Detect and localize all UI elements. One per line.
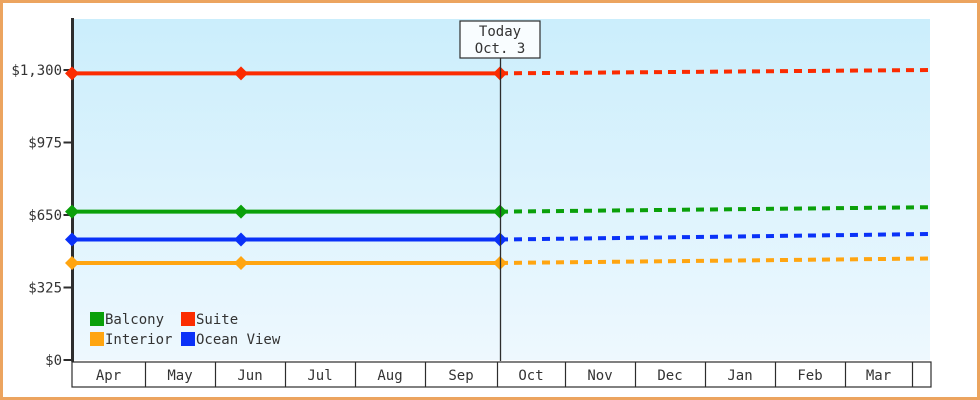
month-label-aug: Aug xyxy=(377,368,402,384)
forecast-line-ocean-view xyxy=(499,231,931,242)
price-marker-suite xyxy=(234,66,248,81)
month-label-mar: Mar xyxy=(866,368,891,384)
legend: Balcony Suite Interior Ocean View xyxy=(90,312,281,348)
month-label-jan: Jan xyxy=(727,368,752,384)
today-annotation-box: Today Oct. 3 xyxy=(459,20,541,59)
forecast-line-interior xyxy=(499,256,931,265)
month-label-feb: Feb xyxy=(797,368,822,384)
y-tick-label: $1,300 xyxy=(11,63,62,79)
legend-swatch-interior xyxy=(90,332,104,346)
month-label-oct: Oct xyxy=(518,368,543,384)
legend-swatch-suite xyxy=(181,312,195,326)
legend-item-ocean-view: Ocean View xyxy=(181,332,281,348)
today-box xyxy=(459,20,541,59)
price-marker-suite xyxy=(65,66,79,81)
month-label-dec: Dec xyxy=(657,368,682,384)
legend-item-suite: Suite xyxy=(181,312,238,328)
month-axis: Apr May Jun Jul Aug Sep Oct Nov Dec Jan Feb Mar xyxy=(71,361,932,388)
legend-label-balcony: Balcony xyxy=(105,312,164,328)
legend-item-balcony: Balcony xyxy=(90,312,164,328)
y-tick-label: $975 xyxy=(28,136,62,152)
legend-swatch-balcony xyxy=(90,312,104,326)
month-label-apr: Apr xyxy=(96,368,121,384)
y-axis-labels: $0 $325 $650 $975 $1,300 xyxy=(11,63,72,369)
price-marker-ocean-view xyxy=(65,232,79,247)
y-tick-label: $0 xyxy=(45,353,62,369)
y-tick-label: $650 xyxy=(28,208,62,224)
legend-swatch-ocean-view xyxy=(181,332,195,346)
price-marker-balcony xyxy=(65,204,79,219)
price-marker-balcony xyxy=(234,204,248,219)
month-label-sep: Sep xyxy=(448,368,473,384)
month-label-may: May xyxy=(167,368,192,384)
legend-label-interior: Interior xyxy=(105,332,172,348)
price-marker-ocean-view xyxy=(234,232,248,247)
y-tick-label: $325 xyxy=(28,281,62,297)
month-label-nov: Nov xyxy=(587,368,612,384)
legend-item-interior: Interior xyxy=(90,332,172,348)
series-lines xyxy=(65,66,931,270)
forecast-line-balcony xyxy=(499,205,931,214)
legend-label-ocean-view: Ocean View xyxy=(196,332,281,348)
today-label-line2: Oct. 3 xyxy=(475,41,526,57)
month-label-jun: Jun xyxy=(237,368,262,384)
price-marker-interior xyxy=(65,255,79,270)
forecast-line-suite xyxy=(499,68,931,76)
legend-label-suite: Suite xyxy=(196,312,238,328)
today-label-line1: Today xyxy=(479,24,521,40)
price-marker-interior xyxy=(234,255,248,270)
month-label-jul: Jul xyxy=(307,368,332,384)
